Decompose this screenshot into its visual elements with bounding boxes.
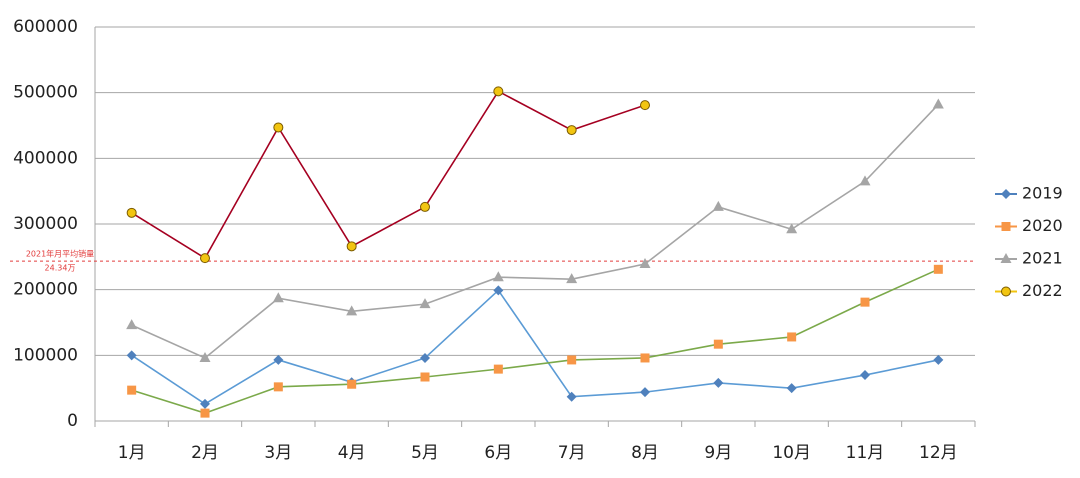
marker xyxy=(127,385,137,395)
marker xyxy=(860,370,870,381)
marker xyxy=(1001,286,1011,297)
marker xyxy=(712,200,724,211)
marker xyxy=(420,352,430,363)
x-tick-label: 2月 xyxy=(191,443,219,463)
marker xyxy=(640,387,650,398)
marker xyxy=(273,354,284,365)
marker xyxy=(273,122,284,133)
marker xyxy=(1001,189,1011,199)
x-tick-label: 4月 xyxy=(338,443,366,463)
marker xyxy=(640,353,650,363)
x-tick-label: 7月 xyxy=(558,443,586,463)
legend-label: 2021 xyxy=(1022,249,1063,268)
legend-label: 2020 xyxy=(1022,216,1063,235)
marker xyxy=(859,175,871,186)
marker xyxy=(126,350,137,361)
marker xyxy=(126,319,138,330)
y-tick-label: 500000 xyxy=(13,83,78,103)
x-tick-label: 10月 xyxy=(772,443,811,463)
y-tick-label: 300000 xyxy=(13,214,78,234)
reference-value-label: 24.34万 xyxy=(45,264,76,273)
x-tick-label: 6月 xyxy=(484,443,512,463)
marker xyxy=(860,297,870,307)
marker xyxy=(347,379,357,389)
y-tick-label: 600000 xyxy=(13,17,78,37)
y-tick-label: 0 xyxy=(67,411,78,431)
marker xyxy=(1001,222,1011,231)
x-tick-label: 12月 xyxy=(919,443,958,463)
marker xyxy=(933,264,943,274)
marker xyxy=(933,354,944,365)
marker xyxy=(640,100,650,111)
marker xyxy=(493,364,503,374)
marker xyxy=(273,382,283,392)
marker xyxy=(493,285,504,296)
marker xyxy=(420,201,430,212)
marker xyxy=(567,355,577,365)
y-tick-label: 400000 xyxy=(13,148,78,168)
x-tick-label: 1月 xyxy=(118,443,146,463)
marker xyxy=(420,372,430,382)
marker xyxy=(200,398,210,409)
series-line xyxy=(131,268,939,414)
marker xyxy=(492,271,504,282)
marker xyxy=(786,383,797,394)
series-line xyxy=(131,103,939,359)
marker xyxy=(346,305,358,316)
series-line xyxy=(131,289,939,405)
reference-label: 2021年月平均销量 xyxy=(26,249,94,259)
marker xyxy=(493,86,504,97)
marker xyxy=(200,408,210,418)
marker xyxy=(419,298,431,309)
marker xyxy=(126,207,137,218)
y-tick-label: 200000 xyxy=(13,280,78,300)
marker xyxy=(787,332,797,342)
marker xyxy=(272,292,284,303)
marker xyxy=(713,339,723,349)
marker xyxy=(200,253,210,264)
series-line xyxy=(131,90,646,260)
marker xyxy=(786,223,798,234)
marker xyxy=(566,391,577,402)
x-tick-label: 9月 xyxy=(704,443,732,463)
marker xyxy=(932,98,944,109)
marker xyxy=(1000,253,1012,263)
marker xyxy=(199,351,211,362)
marker xyxy=(566,273,578,284)
x-tick-label: 3月 xyxy=(264,443,292,463)
x-tick-label: 8月 xyxy=(631,443,659,463)
y-tick-label: 100000 xyxy=(13,345,78,365)
legend-label: 2019 xyxy=(1022,184,1063,203)
x-tick-label: 11月 xyxy=(846,443,885,463)
marker xyxy=(346,241,357,252)
legend-label: 2022 xyxy=(1022,281,1063,300)
x-tick-label: 5月 xyxy=(411,443,439,463)
marker xyxy=(713,377,724,388)
marker xyxy=(639,258,651,269)
marker xyxy=(566,125,577,136)
